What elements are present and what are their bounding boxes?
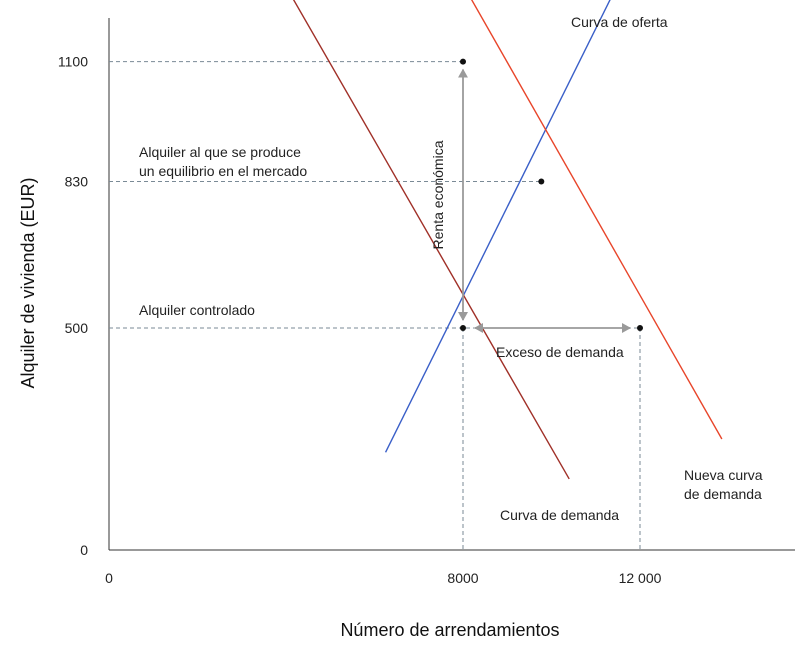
data-point-4 bbox=[637, 325, 643, 331]
arrows bbox=[458, 68, 631, 333]
data-point-2 bbox=[538, 178, 545, 185]
equilibrium-rent-label-line1: Alquiler al que se produce bbox=[139, 144, 301, 160]
new-demand-curve-label-line1: Nueva curva bbox=[684, 467, 763, 483]
x-tick-label-12000: 12 000 bbox=[619, 570, 662, 586]
economic-rent-label: Renta económica bbox=[430, 140, 446, 249]
data-point-1 bbox=[460, 58, 466, 65]
curves bbox=[292, 0, 723, 480]
y-tick-label-500: 500 bbox=[65, 320, 89, 336]
supply-curve-label: Curva de oferta bbox=[571, 14, 668, 30]
new-demand-curve-label-line2: de demanda bbox=[684, 486, 762, 502]
y-axis-title: Alquiler de vivienda (EUR) bbox=[18, 177, 38, 388]
y-tick-label-1100: 1100 bbox=[58, 54, 88, 70]
y-tick-label-0: 0 bbox=[80, 542, 88, 558]
x-axis-title: Número de arrendamientos bbox=[340, 620, 559, 640]
series-line-curva-de-demanda bbox=[292, 0, 570, 480]
points bbox=[460, 58, 643, 331]
series-line-nueva-curva-de-demanda bbox=[470, 0, 723, 440]
demand-curve-label: Curva de demanda bbox=[500, 507, 619, 523]
data-point-3 bbox=[460, 325, 466, 331]
controlled-rent-label: Alquiler controlado bbox=[139, 302, 255, 318]
x-tick-label-8000: 8000 bbox=[447, 570, 478, 586]
series-line-curva-de-oferta bbox=[384, 0, 611, 453]
excess-demand-label: Exceso de demanda bbox=[496, 344, 624, 360]
tick-labels: 0 500 830 1100 0 8000 12 000 bbox=[58, 54, 662, 586]
equilibrium-rent-label-line2: un equilibrio en el mercado bbox=[139, 163, 307, 179]
y-tick-label-830: 830 bbox=[65, 173, 89, 189]
x-tick-label-0: 0 bbox=[105, 570, 113, 586]
